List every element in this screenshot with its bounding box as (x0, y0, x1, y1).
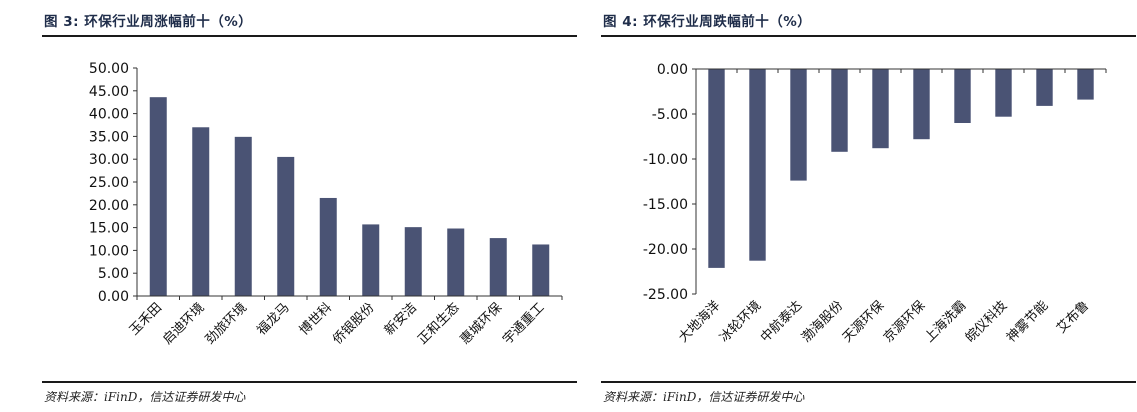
bar (954, 69, 971, 123)
y-tick-label: 15.00 (89, 221, 129, 237)
y-tick-label: -15.00 (643, 197, 688, 213)
figure-4-panel: 图 4: 环保行业周跌幅前十（%） -25.00 -20.00 -15.00 -10.… (601, 0, 1136, 412)
y-tick-label: 0.00 (98, 289, 129, 305)
figure-3-title: 图 3: 环保行业周涨幅前十（%） (44, 14, 253, 30)
category-label: 玉禾田 (127, 300, 165, 338)
bar (362, 224, 380, 296)
bar (447, 228, 465, 296)
category-label: 上海洗霸 (922, 298, 969, 345)
bar (149, 97, 167, 297)
category-label: 神雾节能 (1004, 298, 1051, 345)
figure-3-bar-chart: 0.00 5.00 10.00 15.00 20.00 25.00 30.00 35.00 40… (89, 61, 563, 348)
category-label: 正和生态 (415, 300, 462, 347)
category-label: 皖仪科技 (963, 298, 1010, 345)
bar (192, 127, 210, 296)
figure-3-source: 资料来源：iFinD，信达证券研发中心 (44, 390, 246, 404)
y-tick-label: 30.00 (89, 152, 129, 168)
category-label: 新安洁 (381, 300, 420, 339)
figure-4-top-rule (601, 35, 1136, 37)
y-tick-label: 40.00 (89, 107, 129, 123)
y-tick-label: -10.00 (643, 152, 688, 168)
bar (1036, 69, 1053, 106)
figure-4-source: 资料来源：iFinD，信达证券研发中心 (603, 390, 805, 404)
category-label: 渤海股份 (798, 298, 846, 346)
bar (234, 136, 252, 296)
bar (532, 244, 550, 296)
bar (831, 69, 848, 152)
category-label: 艾布鲁 (1054, 298, 1092, 336)
y-tick-label: -20.00 (643, 242, 688, 258)
y-tick-label: -5.00 (652, 107, 688, 123)
bar (1077, 69, 1094, 100)
figure-4-title: 图 4: 环保行业周跌幅前十（%） (603, 14, 812, 30)
y-tick-label: 0.00 (657, 62, 688, 78)
bar (708, 69, 725, 268)
figure-4-bar-chart: -25.00 -20.00 -15.00 -10.00 -5.00 0.00 大地海洋冰轮环… (643, 62, 1107, 346)
category-label: 冰轮环境 (717, 298, 764, 345)
bar (872, 69, 889, 149)
category-label: 劲旅环境 (203, 300, 250, 347)
figure-3-bottom-rule (42, 381, 577, 383)
category-label: 京源环保 (881, 298, 928, 345)
category-label: 福龙马 (254, 300, 292, 338)
bar (277, 156, 295, 296)
y-tick-label: 25.00 (89, 175, 129, 191)
y-tick-label: 10.00 (89, 243, 129, 259)
y-tick-label: 45.00 (89, 84, 129, 100)
y-tick-label: 50.00 (89, 61, 129, 77)
category-label: 宇通重工 (499, 300, 547, 348)
bar (790, 69, 807, 181)
y-tick-label: 20.00 (89, 198, 129, 214)
category-label: 博世科 (297, 300, 335, 338)
bar (489, 238, 507, 296)
category-label: 惠城环保 (458, 300, 505, 347)
figure-3-panel: 图 3: 环保行业周涨幅前十（%） 0.00 5.00 10.00 15.00 20.0… (42, 0, 577, 412)
category-label: 中航泰达 (757, 298, 805, 346)
category-label: 启迪环境 (160, 300, 207, 347)
figure-3-top-rule (42, 35, 577, 37)
y-tick-label: -25.00 (643, 287, 688, 303)
y-tick-label: 35.00 (89, 129, 129, 145)
bar (913, 69, 930, 140)
y-tick-label: 5.00 (98, 266, 129, 282)
bar (319, 197, 337, 296)
bar (404, 227, 422, 296)
bar (995, 69, 1012, 117)
bar (749, 69, 766, 261)
category-label: 侨银股份 (330, 300, 377, 347)
category-label: 天源环保 (840, 298, 887, 345)
figure-4-bottom-rule (601, 381, 1136, 383)
category-label: 大地海洋 (676, 298, 723, 345)
